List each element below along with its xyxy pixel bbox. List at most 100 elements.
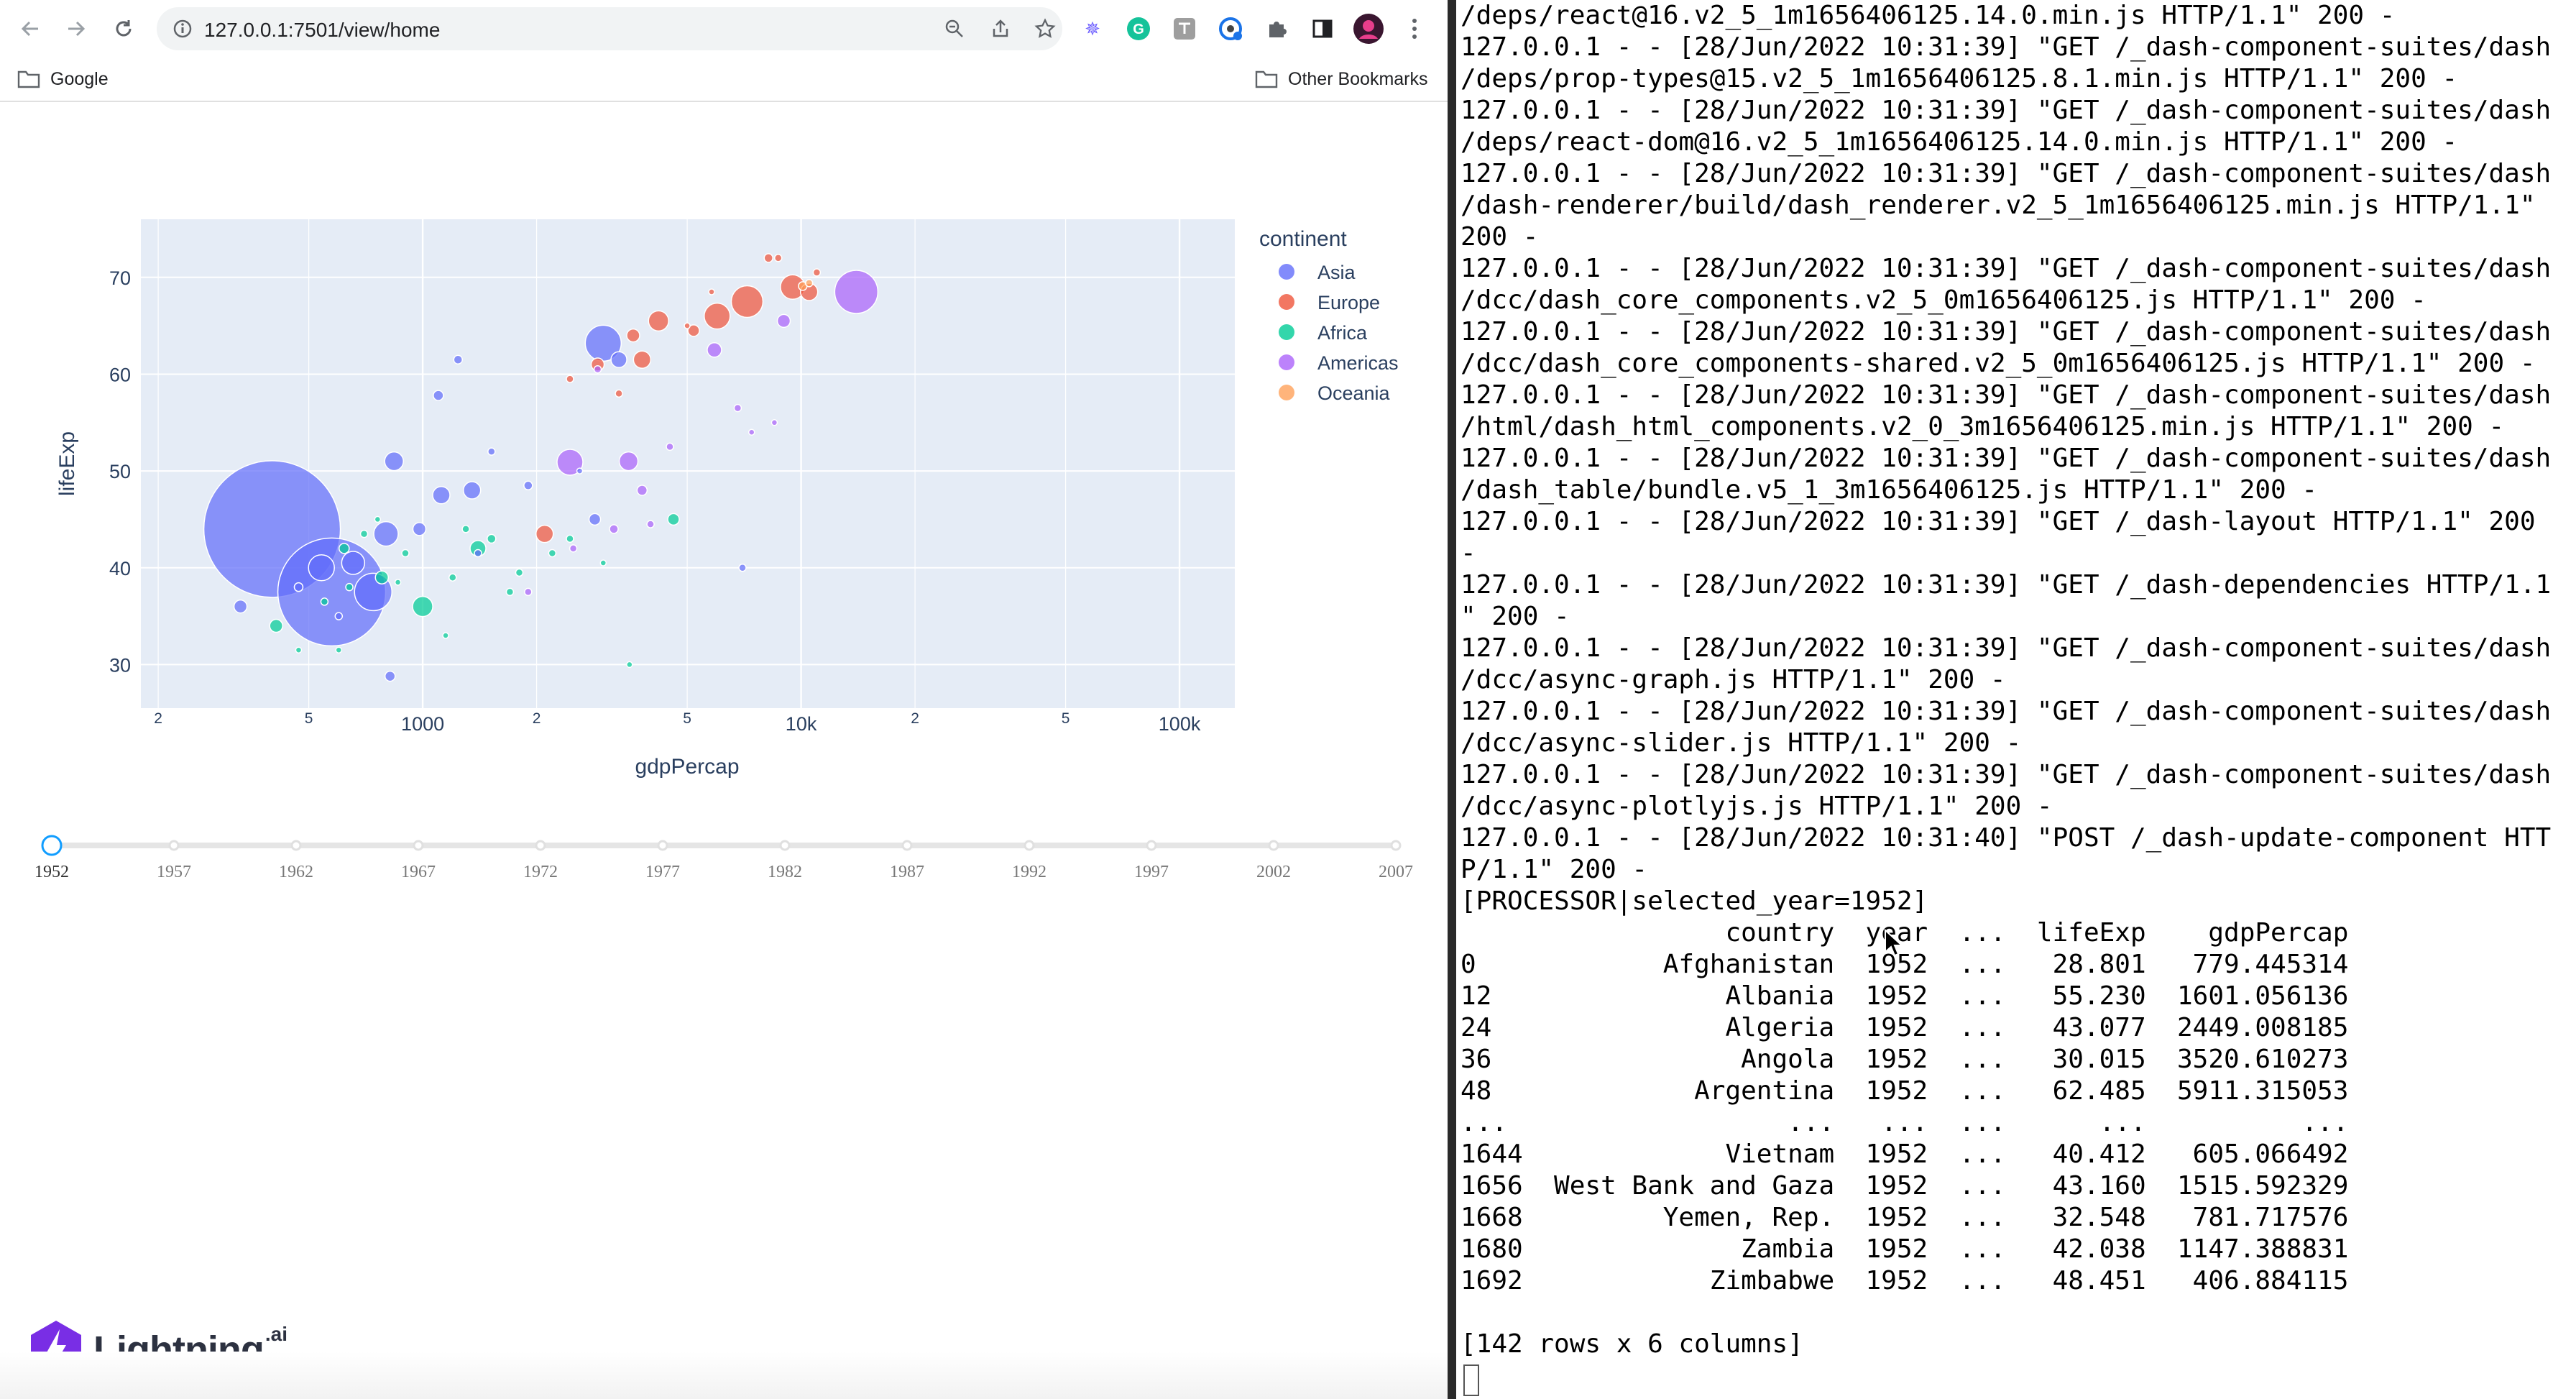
share-button[interactable]: [986, 14, 1015, 43]
bubble-europe[interactable]: [684, 322, 691, 329]
slider-dot[interactable]: [168, 840, 180, 851]
bubble-asia[interactable]: [433, 390, 444, 401]
slider-handle[interactable]: [41, 835, 63, 856]
slider-dot[interactable]: [657, 840, 668, 851]
slider-dot[interactable]: [413, 840, 424, 851]
legend-item-africa[interactable]: Africa: [1279, 322, 1368, 344]
terminal-window[interactable]: /deps/react@16.v2_5_1m1656406125.14.0.mi…: [1456, 0, 2576, 1399]
slider-year-label[interactable]: 1992: [1012, 863, 1046, 881]
bubble-americas[interactable]: [733, 403, 742, 413]
bubble-europe[interactable]: [632, 350, 652, 369]
side-panel-icon[interactable]: [1307, 13, 1338, 45]
bubble-africa[interactable]: [320, 597, 329, 606]
slider-year-label[interactable]: 1982: [768, 863, 802, 881]
bubble-asia[interactable]: [384, 670, 396, 682]
bubble-asia[interactable]: [474, 549, 482, 558]
slider-dot[interactable]: [535, 840, 546, 851]
bubble-africa[interactable]: [374, 570, 390, 584]
slider-dot[interactable]: [1024, 840, 1035, 851]
bubble-africa[interactable]: [339, 543, 350, 554]
bubble-asia[interactable]: [738, 564, 747, 572]
bubble-europe[interactable]: [708, 288, 715, 295]
bubble-africa[interactable]: [566, 534, 574, 543]
bookmark-folder-other[interactable]: Other Bookmarks: [1255, 63, 1428, 95]
slider-dot[interactable]: [901, 840, 913, 851]
bubble-asia[interactable]: [487, 447, 496, 456]
bubble-asia[interactable]: [453, 354, 464, 364]
window-divider[interactable]: [1448, 0, 1456, 1399]
translate-extension-icon[interactable]: [1169, 13, 1200, 45]
bubble-asia[interactable]: [576, 467, 584, 474]
grammarly-extension-icon[interactable]: G: [1123, 13, 1154, 45]
bubble-americas[interactable]: [770, 419, 778, 426]
slider-year-label[interactable]: 1957: [157, 863, 191, 881]
bubble-asia[interactable]: [233, 599, 248, 614]
profile-avatar[interactable]: [1353, 13, 1384, 45]
bubble-africa[interactable]: [335, 646, 343, 653]
slider-year-label[interactable]: 1972: [523, 863, 558, 881]
bubble-asia[interactable]: [462, 481, 482, 500]
bookmark-star-button[interactable]: [1031, 14, 1059, 43]
slider-dot[interactable]: [1268, 840, 1279, 851]
slider-year-label[interactable]: 2002: [1256, 863, 1291, 881]
slider-year-label[interactable]: 1997: [1134, 863, 1169, 881]
bubble-africa[interactable]: [374, 515, 382, 523]
bubble-africa[interactable]: [461, 525, 470, 533]
forward-button[interactable]: [58, 10, 95, 47]
bubble-africa[interactable]: [295, 646, 303, 653]
bookmark-folder-google[interactable]: Google: [17, 63, 109, 95]
bubble-layer[interactable]: [203, 253, 879, 682]
bubble-americas[interactable]: [707, 342, 722, 358]
bubble-americas[interactable]: [569, 544, 578, 553]
bubble-africa[interactable]: [401, 549, 410, 558]
bubble-africa[interactable]: [359, 529, 369, 538]
bubble-americas[interactable]: [748, 428, 755, 436]
bubble-asia[interactable]: [588, 513, 602, 526]
bubble-americas[interactable]: [618, 451, 639, 472]
bubble-africa[interactable]: [548, 549, 557, 558]
bubble-africa[interactable]: [412, 595, 433, 618]
bubble-asia[interactable]: [373, 520, 399, 547]
legend-item-americas[interactable]: Americas: [1279, 352, 1399, 374]
zoom-button[interactable]: [940, 14, 969, 43]
bubble-africa[interactable]: [269, 618, 283, 633]
slider-dot[interactable]: [1146, 840, 1157, 851]
password-extension-icon[interactable]: [1215, 13, 1246, 45]
slider-dot[interactable]: [1390, 840, 1402, 851]
bubble-americas[interactable]: [776, 313, 791, 329]
back-button[interactable]: [12, 10, 49, 47]
slider-year-label[interactable]: 2007: [1379, 863, 1413, 881]
bubble-asia[interactable]: [523, 480, 533, 491]
legend-item-asia[interactable]: Asia: [1279, 262, 1356, 283]
bubble-europe[interactable]: [773, 254, 783, 262]
bubble-africa[interactable]: [442, 632, 449, 639]
bubble-africa[interactable]: [448, 573, 457, 582]
slider-year-label[interactable]: 1987: [890, 863, 924, 881]
bubble-africa[interactable]: [505, 587, 515, 597]
bubble-europe[interactable]: [687, 324, 700, 337]
bubble-africa[interactable]: [667, 513, 680, 526]
year-slider[interactable]: 1952 1957 1962 1967 1972 1977 1982 1987 1992 1997…: [0, 827, 1438, 906]
puzzle-extensions-icon[interactable]: [1261, 13, 1292, 45]
bubble-asia[interactable]: [293, 582, 304, 592]
address-bar[interactable]: 127.0.0.1:7501/view/home: [157, 7, 1062, 50]
bubble-americas[interactable]: [646, 520, 655, 528]
bubble-americas[interactable]: [556, 449, 584, 476]
bubble-americas[interactable]: [609, 524, 619, 534]
slider-year-label[interactable]: 1952: [34, 863, 69, 881]
extension-asterisk-icon[interactable]: ✵: [1085, 17, 1100, 40]
slider-dot[interactable]: [779, 840, 791, 851]
bubble-africa[interactable]: [345, 582, 354, 592]
bubble-europe[interactable]: [763, 253, 773, 263]
legend-item-oceania[interactable]: Oceania: [1279, 382, 1391, 404]
bubble-europe[interactable]: [615, 389, 623, 398]
bubble-africa[interactable]: [599, 559, 607, 567]
slider-dot[interactable]: [290, 840, 302, 851]
bubble-europe[interactable]: [535, 524, 554, 543]
legend[interactable]: continent Asia Europe Africa Americas Oceani…: [1259, 227, 1399, 404]
browser-menu-icon[interactable]: [1399, 13, 1430, 45]
bubble-asia[interactable]: [341, 551, 366, 575]
bubble-americas[interactable]: [666, 442, 674, 451]
bubble-africa[interactable]: [515, 568, 524, 577]
bubble-oceania[interactable]: [804, 279, 814, 288]
